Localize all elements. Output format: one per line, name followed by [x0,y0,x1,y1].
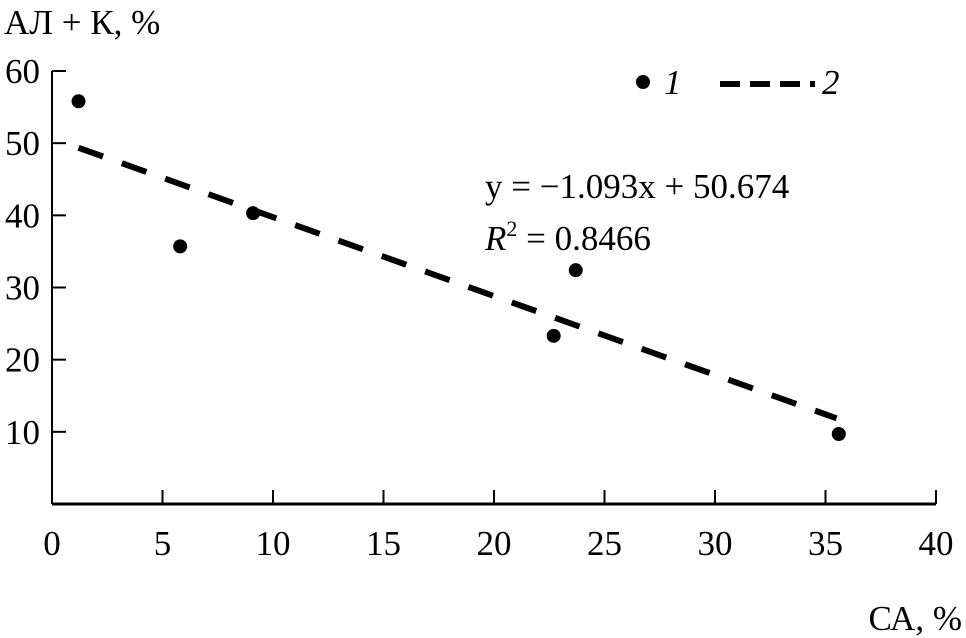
x-tick-label: 10 [256,524,291,563]
r-superscript: 2 [506,216,517,241]
y-tick-label: 50 [5,124,40,163]
r-symbol: R [484,219,506,258]
x-tick-label: 40 [919,524,954,563]
y-tick-label: 60 [5,52,40,91]
x-tick-label: 25 [587,524,622,563]
legend-label-1: 1 [664,63,682,102]
x-tick-label: 30 [698,524,733,563]
y-tick-label: 10 [5,413,40,452]
axes: 0 5 10 15 20 25 30 35 40 10 20 30 40 50 60 [5,52,954,563]
x-tick-label: 15 [366,524,401,563]
data-point [831,426,846,441]
data-point [546,328,561,343]
y-tick-label: 20 [5,341,40,380]
legend-marker-dot [636,75,650,89]
r-squared-label: R2 = 0.8466 [484,216,651,258]
data-point [173,239,188,254]
data-point [246,206,261,221]
legend: 1 2 [636,63,840,102]
legend-label-2: 2 [822,63,840,102]
x-tick-label: 20 [477,524,512,563]
x-tick-label: 0 [43,524,61,563]
x-tick-label: 5 [154,524,172,563]
x-axis-title: СА, % [868,599,962,638]
x-tick-label: 35 [808,524,843,563]
y-tick-label: 30 [5,269,40,308]
trend-equation: y = −1.093x + 50.674 [485,167,789,206]
data-point [568,263,583,278]
r-squared-value: = 0.8466 [517,219,651,258]
y-axis-title: АЛ + К, % [4,3,160,42]
data-point [71,94,86,109]
points-layer [71,94,846,441]
y-tick-label: 40 [5,196,40,235]
